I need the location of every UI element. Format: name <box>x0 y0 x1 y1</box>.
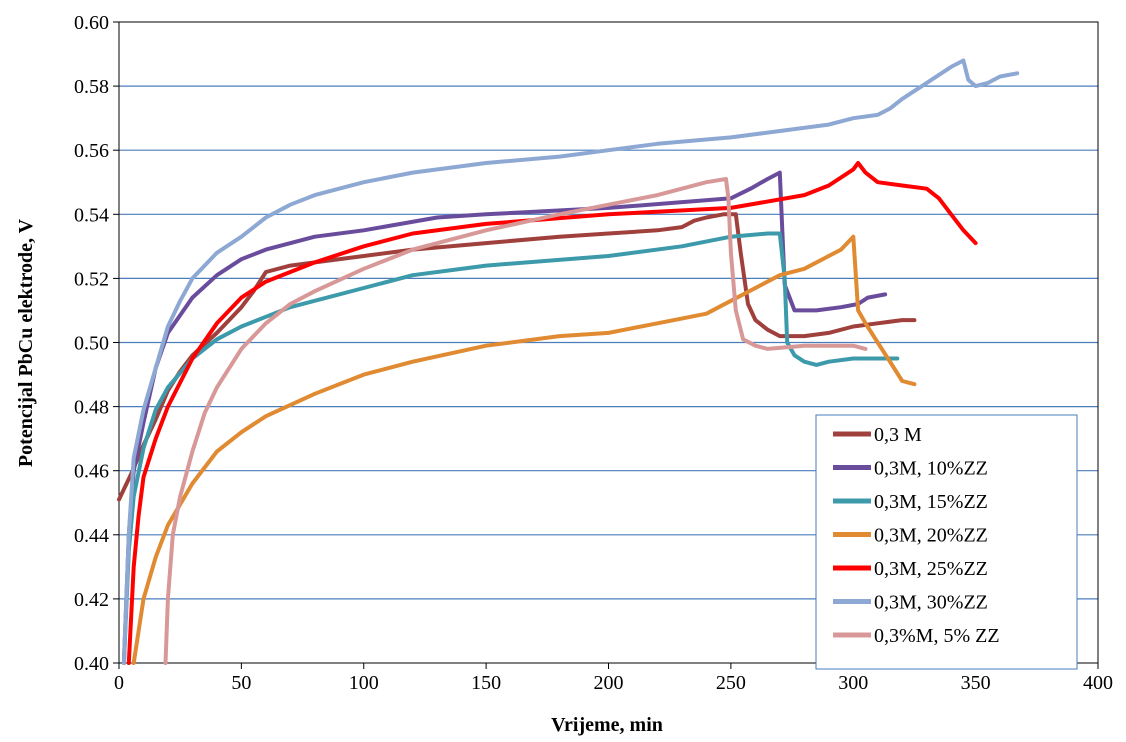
y-axis-title: Potencijal PbCu elektrode, V <box>15 218 37 467</box>
x-tick-label-8: 400 <box>1083 672 1113 694</box>
legend-box <box>815 414 1078 670</box>
y-axis-ticks: 0.40 0.42 0.44 0.46 0.48 0.50 0.52 0.54 0.56 0.58… <box>74 12 119 675</box>
y-tick-label-10: 0.60 <box>74 12 109 34</box>
legend: 0,3 M 0,3M, 10%ZZ 0,3M, 15%ZZ 0,3M, 20%ZZ 0,… <box>815 414 1078 670</box>
y-tick-label-9: 0.58 <box>74 76 109 98</box>
legend-label-5: 0,3M, 30%ZZ <box>874 592 988 614</box>
legend-label-1: 0,3M, 10%ZZ <box>874 458 988 480</box>
x-tick-label-4: 200 <box>594 672 624 694</box>
x-tick-label-5: 250 <box>716 672 746 694</box>
y-tick-label-3: 0.46 <box>74 461 109 483</box>
y-tick-label-1: 0.42 <box>74 589 109 611</box>
legend-label-3: 0,3M, 20%ZZ <box>874 525 988 547</box>
series-line-3 <box>131 234 917 665</box>
y-tick-label-5: 0.50 <box>74 333 109 355</box>
x-axis-ticks: 0 50 100 150 200 250 300 350 400 <box>114 663 1113 694</box>
y-tick-label-6: 0.52 <box>74 268 109 290</box>
series-line-2 <box>121 231 900 665</box>
legend-label-6: 0,3%M, 5% ZZ <box>874 625 1000 647</box>
x-tick-label-7: 350 <box>961 672 991 694</box>
y-tick-label-7: 0.54 <box>74 204 109 226</box>
y-tick-label-8: 0.56 <box>74 140 109 162</box>
x-tick-label-6: 300 <box>838 672 868 694</box>
series-line-4 <box>126 161 978 665</box>
y-tick-label-2: 0.44 <box>74 525 109 547</box>
x-tick-label-1: 50 <box>231 672 251 694</box>
x-tick-label-0: 0 <box>114 672 124 694</box>
x-axis-title: Vrijeme, min <box>551 714 663 736</box>
series-line-5 <box>121 58 1020 665</box>
legend-label-0: 0,3 M <box>874 424 922 446</box>
series-line-6 <box>163 177 868 665</box>
series-lines <box>117 58 1020 665</box>
x-tick-label-3: 150 <box>471 672 501 694</box>
legend-label-2: 0,3M, 15%ZZ <box>874 491 988 513</box>
x-tick-label-2: 100 <box>349 672 379 694</box>
y-tick-label-4: 0.48 <box>74 397 109 419</box>
y-tick-label-0: 0.40 <box>74 653 109 675</box>
legend-label-4: 0,3M, 25%ZZ <box>874 558 988 580</box>
